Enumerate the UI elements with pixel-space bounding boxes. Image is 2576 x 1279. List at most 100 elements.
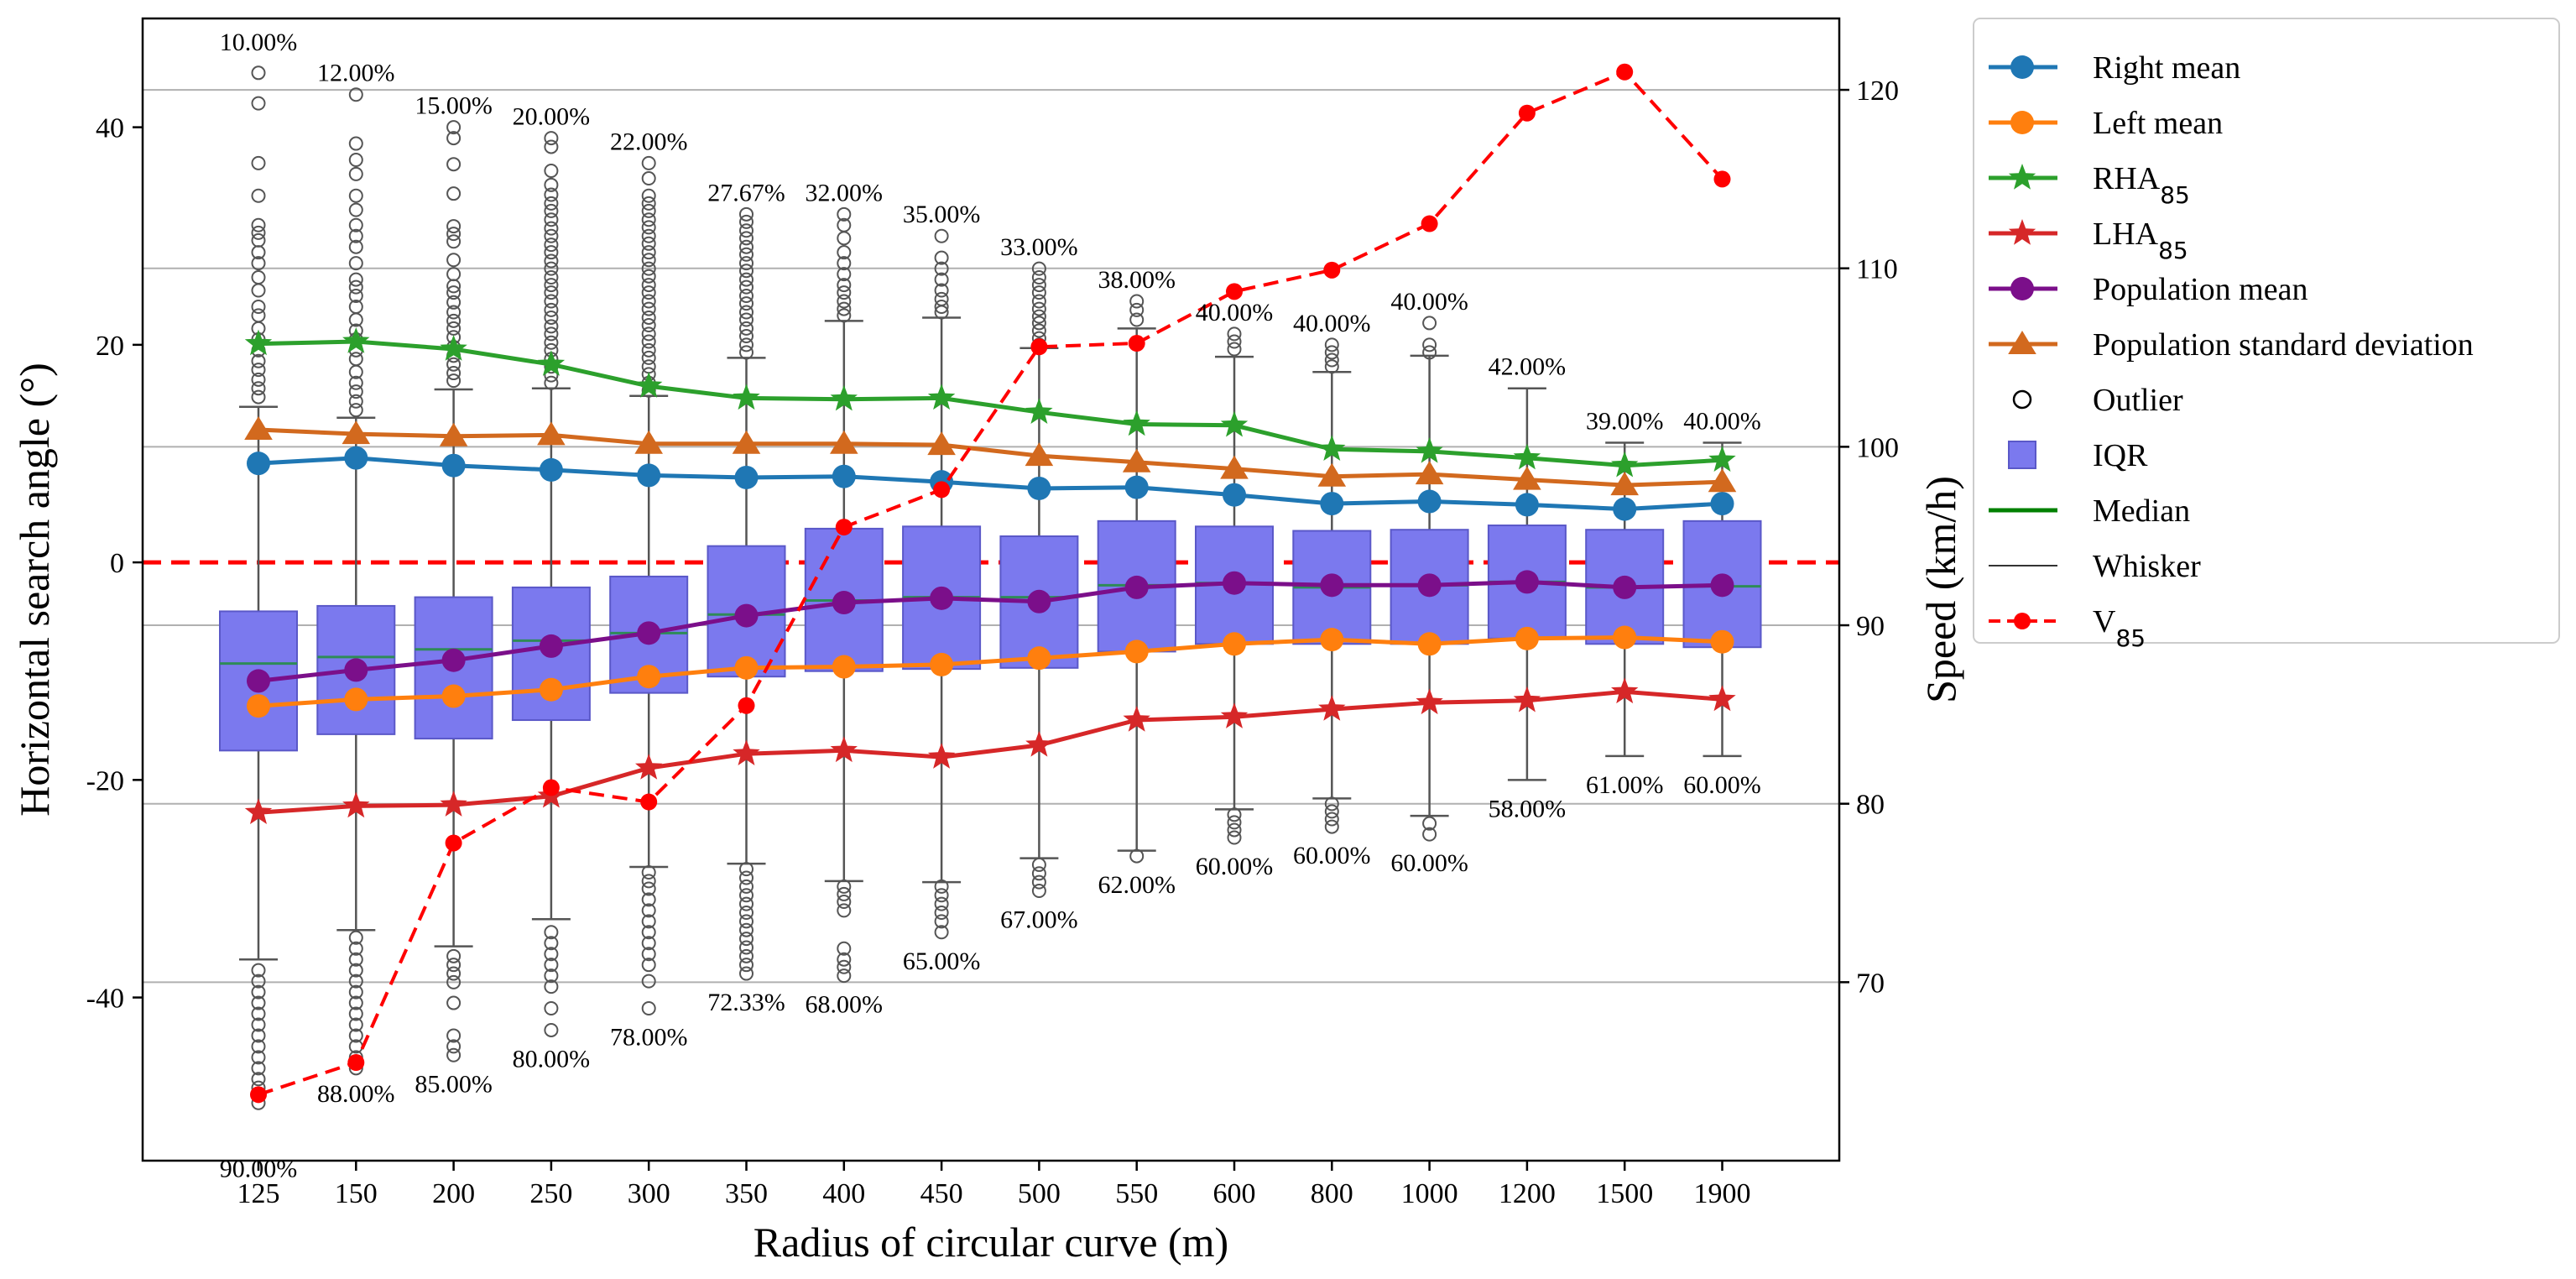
series-marker: [440, 791, 467, 817]
outlier: [446, 285, 461, 300]
outlier: [446, 131, 461, 146]
series-marker: [537, 350, 566, 376]
outlier: [1129, 294, 1145, 309]
outlier: [544, 228, 559, 243]
series-marker: [441, 453, 466, 478]
outlier: [837, 278, 852, 293]
percent-label-upper: 27.67%: [707, 179, 785, 206]
outlier: [544, 177, 559, 192]
outlier: [251, 974, 266, 989]
series-marker: [1320, 628, 1344, 652]
outlier: [251, 381, 266, 396]
outlier: [446, 227, 461, 242]
outlier: [348, 166, 363, 181]
outlier: [739, 896, 754, 911]
outlier: [739, 239, 754, 254]
outlier: [837, 301, 852, 316]
percent-label-upper: 40.00%: [1390, 288, 1468, 316]
outlier: [251, 155, 266, 170]
outlier: [251, 1017, 266, 1032]
outlier: [641, 203, 656, 218]
plot-border: [141, 17, 1841, 1162]
outlier: [1031, 874, 1046, 890]
outlier: [1227, 807, 1242, 822]
y-tick-label-left: -40: [86, 984, 124, 1015]
series-marker: [244, 798, 273, 824]
outlier: [446, 186, 461, 201]
outlier: [251, 245, 266, 260]
outlier: [837, 968, 852, 984]
outlier: [641, 155, 656, 170]
series-marker: [634, 430, 663, 454]
outlier: [641, 936, 656, 951]
outlier: [837, 895, 852, 910]
series-marker: [344, 658, 368, 682]
percent-label-lower: 88.00%: [317, 1080, 395, 1108]
outlier: [934, 299, 949, 314]
y-tick-label-right: 70: [1856, 968, 1885, 999]
outlier: [739, 958, 754, 973]
outlier: [739, 870, 754, 885]
outlier: [251, 308, 266, 323]
series-line: [258, 689, 1723, 815]
outlier: [837, 903, 852, 918]
outlier: [544, 196, 559, 211]
percent-label-lower: 65.00%: [903, 948, 981, 975]
outlier: [348, 202, 363, 217]
outlier: [641, 269, 656, 284]
outlier: [1227, 830, 1242, 845]
outlier: [446, 157, 461, 172]
outlier: [739, 879, 754, 894]
series-marker: [1515, 570, 1539, 594]
series-marker: [1226, 283, 1243, 300]
series-marker: [927, 743, 956, 769]
series-marker: [930, 586, 954, 610]
outlier: [544, 139, 559, 154]
x-tick-label: 125: [237, 1178, 280, 1209]
series-marker: [1416, 436, 1443, 463]
percent-label-lower: 72.33%: [707, 989, 785, 1016]
outlier: [1422, 827, 1437, 842]
outlier: [348, 394, 363, 409]
outlier: [251, 299, 266, 314]
series-marker: [247, 452, 270, 476]
outlier: [544, 326, 559, 342]
series-marker: [734, 603, 759, 628]
series-marker: [832, 655, 856, 679]
series-marker: [1610, 472, 1639, 496]
series-marker: [635, 372, 663, 398]
outlier: [251, 363, 266, 378]
outlier: [1324, 337, 1339, 352]
outlier: [641, 285, 656, 300]
outlier: [739, 289, 754, 304]
outlier: [348, 403, 363, 418]
outlier: [739, 888, 754, 903]
percent-label-upper: 39.00%: [1586, 408, 1664, 436]
outlier: [1422, 337, 1437, 352]
series-marker: [342, 420, 371, 445]
series-marker: [733, 739, 760, 765]
percent-label-lower: 85.00%: [415, 1070, 493, 1098]
outlier: [641, 892, 656, 907]
series-marker: [1027, 646, 1051, 671]
outlier: [348, 289, 363, 304]
x-axis-title: Radius of circular curve (m): [754, 1219, 1228, 1266]
legend-marker: [2014, 613, 2031, 629]
outlier: [641, 171, 656, 186]
series-marker: [1417, 632, 1442, 656]
outlier: [641, 350, 656, 365]
outlier: [641, 1001, 656, 1016]
outlier: [641, 196, 656, 211]
series-marker: [1030, 338, 1048, 356]
series-marker: [1223, 483, 1246, 507]
outlier: [446, 321, 461, 336]
percent-label-upper: 38.00%: [1098, 266, 1176, 294]
outlier: [641, 914, 656, 929]
outlier: [348, 375, 363, 390]
outlier: [446, 1047, 461, 1062]
outlier: [544, 221, 559, 236]
outlier: [544, 278, 559, 293]
legend-label: Outlier: [2093, 383, 2183, 418]
series-marker: [1513, 686, 1541, 713]
series-marker: [1025, 398, 1053, 424]
